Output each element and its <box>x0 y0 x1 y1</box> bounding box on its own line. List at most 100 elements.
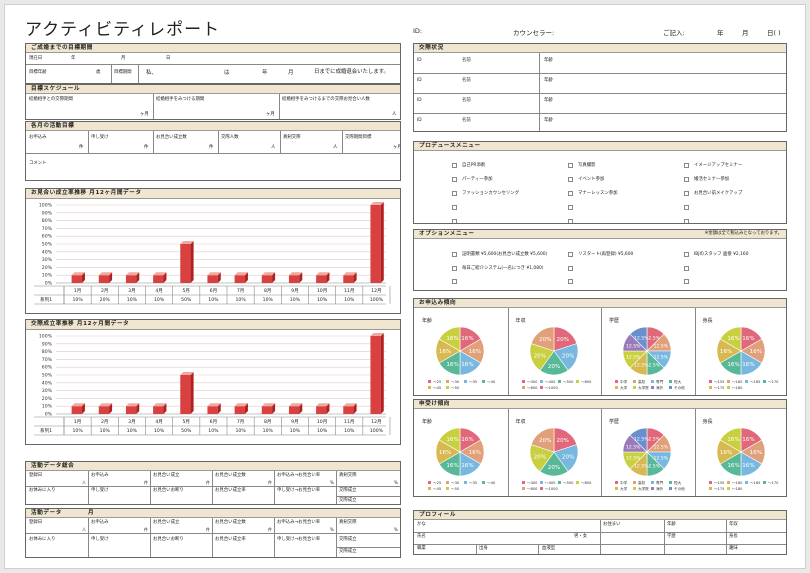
option-checkbox[interactable] <box>452 279 457 284</box>
activity-month-section: 活動データ 月 登録日 お休みに入り お申込み 申し受け お見合い成立 お見合いお断り お見合… <box>25 508 401 558</box>
produce-item-label: お見合い前メイクアップ <box>694 191 743 196</box>
pie-legend-swatch <box>464 380 467 383</box>
pie-slice-label: 16% <box>446 437 458 443</box>
pie-chart: 16%16%16%16%16%16%〜155 〜160 〜165 〜170〜175 〜1… <box>708 427 779 491</box>
monthly-col-unit: 人 <box>333 145 338 150</box>
y-tick-label: 50% <box>42 373 53 379</box>
dating-name: 名前 <box>462 58 471 63</box>
pie-category-label: 学歴 <box>609 419 620 425</box>
dating-name: 名前 <box>462 78 471 83</box>
pie-slice-label: 20% <box>547 364 559 370</box>
pie-slice-label: 16% <box>446 362 458 368</box>
produce-checkbox[interactable] <box>684 177 689 182</box>
pie-legend-label: 〜175 <box>714 386 724 390</box>
produce-checkbox[interactable] <box>684 191 689 196</box>
pie-legend-swatch <box>464 481 467 484</box>
activity-cell-label: お見合い成立率 <box>215 488 246 493</box>
monthly-col-label: お見合い成立数 <box>156 135 187 140</box>
option-checkbox[interactable] <box>568 266 573 271</box>
bar <box>261 406 273 414</box>
produce-item-label: 自己PR添削 <box>462 163 486 168</box>
produce-checkbox[interactable] <box>452 177 457 182</box>
activity-cell-label: 申し受け→お見合い率 <box>277 488 321 493</box>
pie-legend-swatch <box>762 380 766 383</box>
produce-checkbox[interactable] <box>684 205 689 210</box>
produce-checkbox[interactable] <box>452 163 457 168</box>
x-tick-label: 4月 <box>155 419 163 425</box>
pie-chart: 16%16%16%16%16%16%〜25 〜30 〜35 〜40〜45 〜50 <box>428 326 496 390</box>
x-tick-label: 2月 <box>101 419 109 425</box>
activity-cell-label: お見合い成立 <box>153 473 180 478</box>
chart1-title: お見合い成立率推移 月12ヶ月間データ <box>26 189 400 199</box>
pie-legend-label: 〜50 <box>451 386 460 390</box>
pie-slice-label: 12.5% <box>634 335 649 341</box>
x-tick-label: 5月 <box>182 288 190 294</box>
pie-legend-label: 専門 <box>656 480 664 485</box>
dating-id: ID <box>417 98 422 103</box>
y-tick-label: 40% <box>42 249 53 255</box>
activity-cell-label: お休みに入り <box>29 488 56 493</box>
produce-checkbox[interactable] <box>452 219 457 223</box>
activity-cell-label: お見合いお断り <box>153 537 184 542</box>
option-checkbox[interactable] <box>568 279 573 284</box>
activity-cell-label: お見合い成立率 <box>215 537 246 542</box>
pie-slice-label: 20% <box>533 354 545 360</box>
bar <box>207 406 218 414</box>
activity-total-section: 活動データ総合 登録日 お休みに入り お申込み 申し受け お見合い成立 お見合いお断り お見… <box>25 461 401 505</box>
y-tick-label: 30% <box>42 388 53 394</box>
pie-legend-label: 〜170 <box>768 380 779 384</box>
bar <box>316 275 327 283</box>
pie-legend-swatch <box>744 481 748 484</box>
produce-checkbox[interactable] <box>452 205 457 210</box>
bar <box>343 275 354 283</box>
pie-chart: 16%16%16%16%16%16%〜155 〜160 〜165 〜170〜175 〜1… <box>708 326 779 390</box>
x-tick-label: 12月 <box>371 288 381 294</box>
bar-side <box>326 403 330 414</box>
pie-slice-label: 20% <box>556 337 568 343</box>
produce-checkbox[interactable] <box>684 219 689 223</box>
pie-slice-label: 16% <box>446 336 458 342</box>
pie-legend-label: 海外 <box>656 385 664 390</box>
option-checkbox[interactable] <box>684 279 689 284</box>
pie-legend-swatch <box>708 386 712 389</box>
monthly-col-label: 申し受け <box>91 135 109 140</box>
option-checkbox[interactable] <box>452 266 457 271</box>
x-tick-label: 8月 <box>264 419 272 425</box>
pie-slice <box>719 326 741 352</box>
bar <box>180 375 191 414</box>
produce-checkbox[interactable] <box>568 219 573 223</box>
produce-checkbox[interactable] <box>452 191 457 196</box>
option-checkbox[interactable] <box>684 252 689 257</box>
pie-slice-label: 20% <box>547 465 559 471</box>
monthly-col-unit: ヶ月 <box>393 145 401 150</box>
option-checkbox[interactable] <box>568 252 573 257</box>
pie-legend-swatch <box>446 481 449 484</box>
pie-slice-label: 16% <box>749 450 761 456</box>
pie-category-label: 年齢 <box>422 419 433 425</box>
profile-field-label: かな <box>417 522 426 527</box>
y-tick-label: 70% <box>42 226 53 232</box>
pie-legend-swatch <box>482 481 485 484</box>
pie-slice-label: 20% <box>556 438 568 444</box>
produce-checkbox[interactable] <box>568 163 573 168</box>
option-checkbox[interactable] <box>684 266 689 271</box>
produce-checkbox[interactable] <box>568 177 573 182</box>
option-checkbox[interactable] <box>452 252 457 257</box>
y-tick-label: 90% <box>42 341 53 347</box>
pie-legend-swatch <box>539 386 543 389</box>
activity-unit: 人 <box>82 480 86 485</box>
produce-item-label: マナーレッスン参加 <box>578 191 618 196</box>
pie-chart: 12.5%12.5%12.5%12.5%12.5%12.5%12.5%12.5%… <box>615 326 685 390</box>
pie-legend-label: 高校 <box>638 480 646 485</box>
pie-legend-swatch <box>669 380 672 383</box>
option-menu-title: オプションメニュー <box>414 230 786 239</box>
y-tick-label: 0% <box>45 412 53 418</box>
produce-checkbox[interactable] <box>568 205 573 210</box>
schedule-title: 目標スケジュール <box>26 85 400 94</box>
activity-cell-label: 申し受け→お見合い率 <box>277 537 321 542</box>
produce-checkbox[interactable] <box>568 191 573 196</box>
activity-cell-label: 真剣交際 <box>339 473 357 478</box>
pie-slice-label: 12.5% <box>653 343 668 349</box>
produce-checkbox[interactable] <box>684 163 689 168</box>
dating-status-title: 交際状況 <box>414 44 786 53</box>
